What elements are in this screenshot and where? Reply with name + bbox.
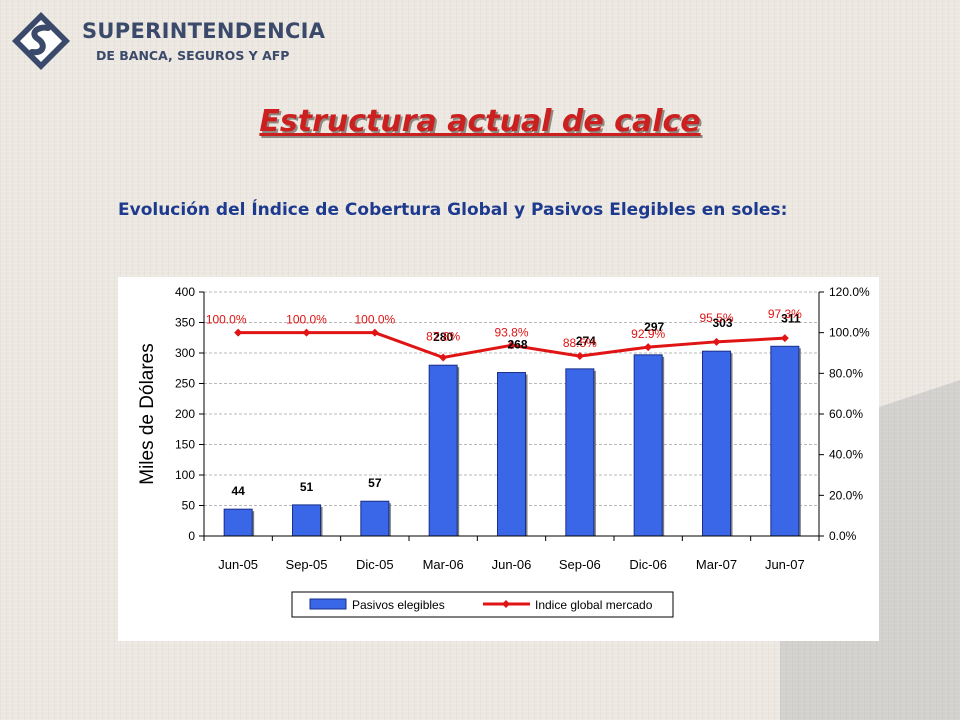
y-axis-title: Miles de Dólares xyxy=(137,343,158,485)
bar-value-label: 44 xyxy=(231,484,245,498)
logo-line2: DE BANCA, SEGUROS Y AFP xyxy=(96,48,290,63)
legend-bar-label: Pasivos elegibles xyxy=(352,598,445,612)
bar-value-label: 57 xyxy=(368,476,382,490)
page-title: Estructura actual de calce xyxy=(259,104,701,139)
y2-tick-label: 100.0% xyxy=(829,326,870,340)
bar xyxy=(633,354,663,537)
line-point xyxy=(370,328,379,337)
line-point xyxy=(712,337,721,346)
legend-line-marker xyxy=(502,600,510,608)
line-point xyxy=(575,352,584,361)
line-point xyxy=(644,343,653,352)
x-tick-label: Jun-06 xyxy=(492,557,532,572)
line-value-label: 97.3% xyxy=(768,307,802,321)
x-tick-label: Mar-06 xyxy=(423,557,464,572)
line-value-label: 95.5% xyxy=(699,311,733,325)
y-tick-label: 200 xyxy=(175,407,195,421)
y2-tick-label: 60.0% xyxy=(829,407,863,421)
chart: 0 50 100 150 200 250 300 350 400 0.0% 20.0% 40.0% 60… xyxy=(137,285,870,618)
x-tick-label: Sep-05 xyxy=(286,557,328,572)
line-point xyxy=(234,328,243,337)
bar-value-label: 274 xyxy=(576,334,596,348)
x-tick-label: Dic-06 xyxy=(629,557,667,572)
legend-box xyxy=(291,591,674,618)
bar xyxy=(770,345,800,537)
legend-bar-swatch xyxy=(309,598,347,610)
y2-tick-label: 40.0% xyxy=(829,448,863,462)
line-value-label: 87.8% xyxy=(426,329,460,343)
y-tick-label: 100 xyxy=(175,468,195,482)
bar-value-label: 51 xyxy=(300,480,314,494)
line-value-label: 100.0% xyxy=(354,313,395,327)
y2-tick-label: 20.0% xyxy=(829,488,863,502)
line-point xyxy=(780,334,789,343)
y2-tick-label: 120.0% xyxy=(829,285,870,299)
bar xyxy=(292,504,321,537)
legend-line-label: Indice global mercado xyxy=(535,598,653,612)
line-point xyxy=(507,341,516,350)
sbs-logo-icon xyxy=(12,12,70,70)
x-tick-label: Jun-05 xyxy=(218,557,258,572)
line-value-label: 88.5% xyxy=(563,336,597,350)
line-value-label: 92.9% xyxy=(631,327,665,341)
y-tick-label: 50 xyxy=(182,499,196,513)
bar-value-label: 311 xyxy=(781,311,801,325)
bar-value-label: 280 xyxy=(433,330,453,344)
chart-panel: 0 50 100 150 200 250 300 350 400 0.0% 20.0% 40.0% 60… xyxy=(118,277,879,641)
bar xyxy=(565,368,595,537)
bar xyxy=(702,350,731,537)
line-value-label: 100.0% xyxy=(286,313,327,327)
page-subtitle: Evolución del Índice de Cobertura Global… xyxy=(118,200,788,220)
line-point xyxy=(302,328,311,337)
y-tick-label: 250 xyxy=(175,377,195,391)
y2-tick-label: 80.0% xyxy=(829,366,863,380)
x-tick-label: Dic-05 xyxy=(356,557,394,572)
bar-value-label: 297 xyxy=(644,320,664,334)
bar-value-label: 268 xyxy=(507,338,527,352)
line-value-label: 100.0% xyxy=(206,313,247,327)
logo-line1: SUPERINTENDENCIA xyxy=(82,19,326,43)
y-tick-label: 0 xyxy=(188,529,195,543)
x-tick-label: Sep-06 xyxy=(559,557,601,572)
y-tick-label: 300 xyxy=(175,346,195,360)
x-tick-label: Jun-07 xyxy=(765,557,805,572)
bar xyxy=(360,500,390,537)
y-tick-label: 350 xyxy=(175,316,195,330)
bar xyxy=(497,372,526,537)
x-tick-label: Mar-07 xyxy=(696,557,737,572)
bar-value-label: 303 xyxy=(712,316,732,330)
y-tick-label: 150 xyxy=(175,438,195,452)
bar xyxy=(428,364,458,537)
y-tick-label: 400 xyxy=(175,285,195,299)
bar xyxy=(223,508,253,537)
y2-tick-label: 0.0% xyxy=(829,529,857,543)
sbs-logo: SUPERINTENDENCIA DE BANCA, SEGUROS Y AFP xyxy=(10,10,325,74)
line-value-label: 93.8% xyxy=(494,325,528,339)
line-point xyxy=(439,353,448,362)
